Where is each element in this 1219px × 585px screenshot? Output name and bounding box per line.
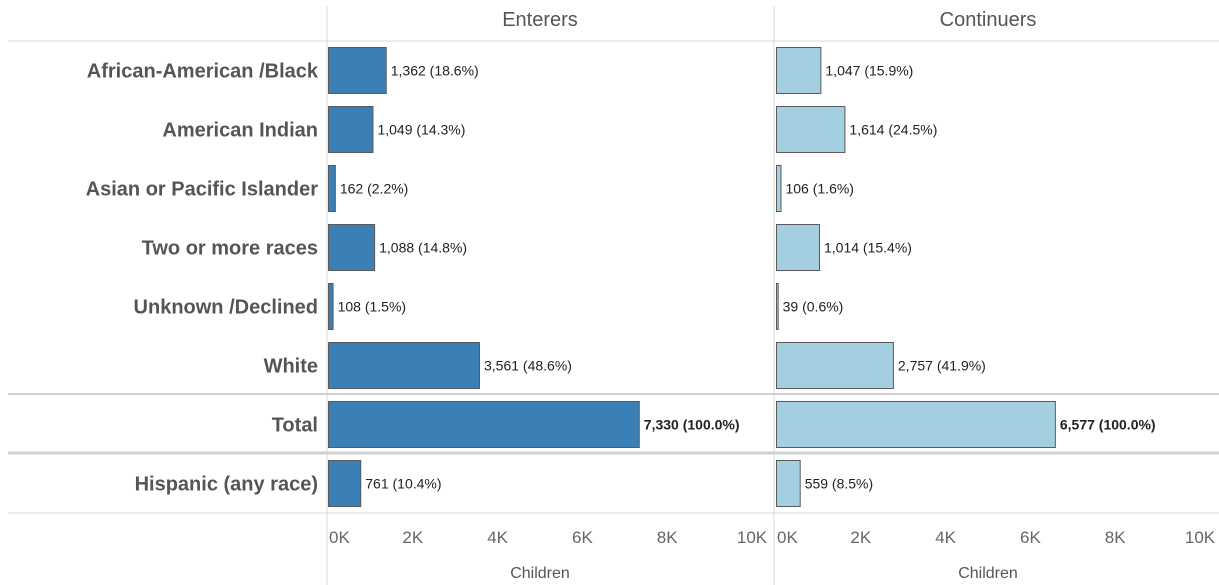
bar-continuers-white	[776, 342, 894, 389]
panel-titles: Enterers Continuers	[502, 9, 1036, 31]
dividers	[8, 6, 1219, 585]
data-label-continuers-african-american-black: 1,047 (15.9%)	[825, 63, 913, 79]
tick-label-continuers-10k: 10K	[1185, 528, 1216, 547]
bar-continuers-two-or-more-races	[776, 224, 820, 271]
category-label-hispanic-any-race: Hispanic (any race)	[135, 474, 318, 496]
bar-enterers-total	[328, 401, 640, 448]
data-label-enterers-unknown-declined: 108 (1.5%)	[338, 299, 406, 315]
bars	[328, 47, 1056, 507]
bar-enterers-two-or-more-races	[328, 224, 376, 271]
data-label-continuers-white: 2,757 (41.9%)	[898, 358, 986, 374]
category-label-total: Total	[272, 415, 318, 437]
data-label-continuers-asian-or-pacific-islander: 106 (1.6%)	[785, 181, 853, 197]
category-label-african-american-black: African-American /Black	[87, 61, 319, 83]
bar-continuers-african-american-black	[776, 47, 822, 94]
data-label-continuers-unknown-declined: 39 (0.6%)	[783, 299, 844, 315]
category-labels: African-American /Black American Indian As…	[86, 61, 319, 496]
bar-continuers-american-indian	[776, 106, 846, 153]
data-label-enterers-total: 7,330 (100.0%)	[644, 417, 740, 433]
bar-continuers-asian-or-pacific-islander	[776, 165, 782, 212]
category-label-asian-or-pacific-islander: Asian or Pacific Islander	[86, 179, 319, 201]
tick-label-continuers-0k: 0K	[777, 528, 798, 547]
bar-enterers-african-american-black	[328, 47, 387, 94]
bar-continuers-total	[776, 401, 1056, 448]
panel-title-enterers: Enterers	[502, 9, 578, 31]
data-label-continuers-american-indian: 1,614 (24.5%)	[849, 122, 937, 138]
tick-label-enterers-8k: 8K	[657, 528, 678, 547]
category-label-american-indian: American Indian	[162, 120, 318, 142]
axis-title-enterers: Children	[510, 565, 570, 582]
bar-enterers-american-indian	[328, 106, 374, 153]
category-label-two-or-more-races: Two or more races	[142, 238, 318, 260]
tick-label-enterers-2k: 2K	[402, 528, 423, 547]
category-label-white: White	[264, 356, 318, 378]
data-label-enterers-asian-or-pacific-islander: 162 (2.2%)	[340, 181, 408, 197]
data-label-enterers-white: 3,561 (48.6%)	[484, 358, 572, 374]
tick-label-continuers-6k: 6K	[1020, 528, 1041, 547]
data-label-enterers-african-american-black: 1,362 (18.6%)	[391, 63, 479, 79]
axis-title-continuers: Children	[958, 565, 1018, 582]
tick-label-continuers-4k: 4K	[935, 528, 956, 547]
data-label-enterers-hispanic-any-race: 761 (10.4%)	[365, 476, 441, 492]
tick-label-continuers-2k: 2K	[850, 528, 871, 547]
category-label-unknown-declined: Unknown /Declined	[134, 297, 318, 319]
data-label-continuers-hispanic-any-race: 559 (8.5%)	[805, 476, 873, 492]
tick-label-enterers-6k: 6K	[572, 528, 593, 547]
tick-label-enterers-0k: 0K	[329, 528, 350, 547]
x-axes: 0K 2K 4K 6K 8K 10K Children 0K 2K 4K 6K 8K 10K Childr…	[329, 528, 1216, 582]
tick-label-enterers-10k: 10K	[737, 528, 768, 547]
tick-label-enterers-4k: 4K	[487, 528, 508, 547]
data-label-enterers-american-indian: 1,049 (14.3%)	[377, 122, 465, 138]
data-label-enterers-two-or-more-races: 1,088 (14.8%)	[379, 240, 467, 256]
data-labels: 1,362 (18.6%) 1,049 (14.3%) 162 (2.2%) 1,08…	[338, 63, 1156, 492]
bar-continuers-hispanic-any-race	[776, 460, 801, 507]
tick-label-continuers-8k: 8K	[1105, 528, 1126, 547]
data-label-continuers-total: 6,577 (100.0%)	[1060, 417, 1156, 433]
panel-title-continuers: Continuers	[940, 9, 1037, 31]
bar-enterers-asian-or-pacific-islander	[328, 165, 336, 212]
bar-continuers-unknown-declined	[776, 283, 779, 330]
bar-enterers-hispanic-any-race	[328, 460, 362, 507]
bar-enterers-white	[328, 342, 480, 389]
bar-enterers-unknown-declined	[328, 283, 334, 330]
data-label-continuers-two-or-more-races: 1,014 (15.4%)	[824, 240, 912, 256]
